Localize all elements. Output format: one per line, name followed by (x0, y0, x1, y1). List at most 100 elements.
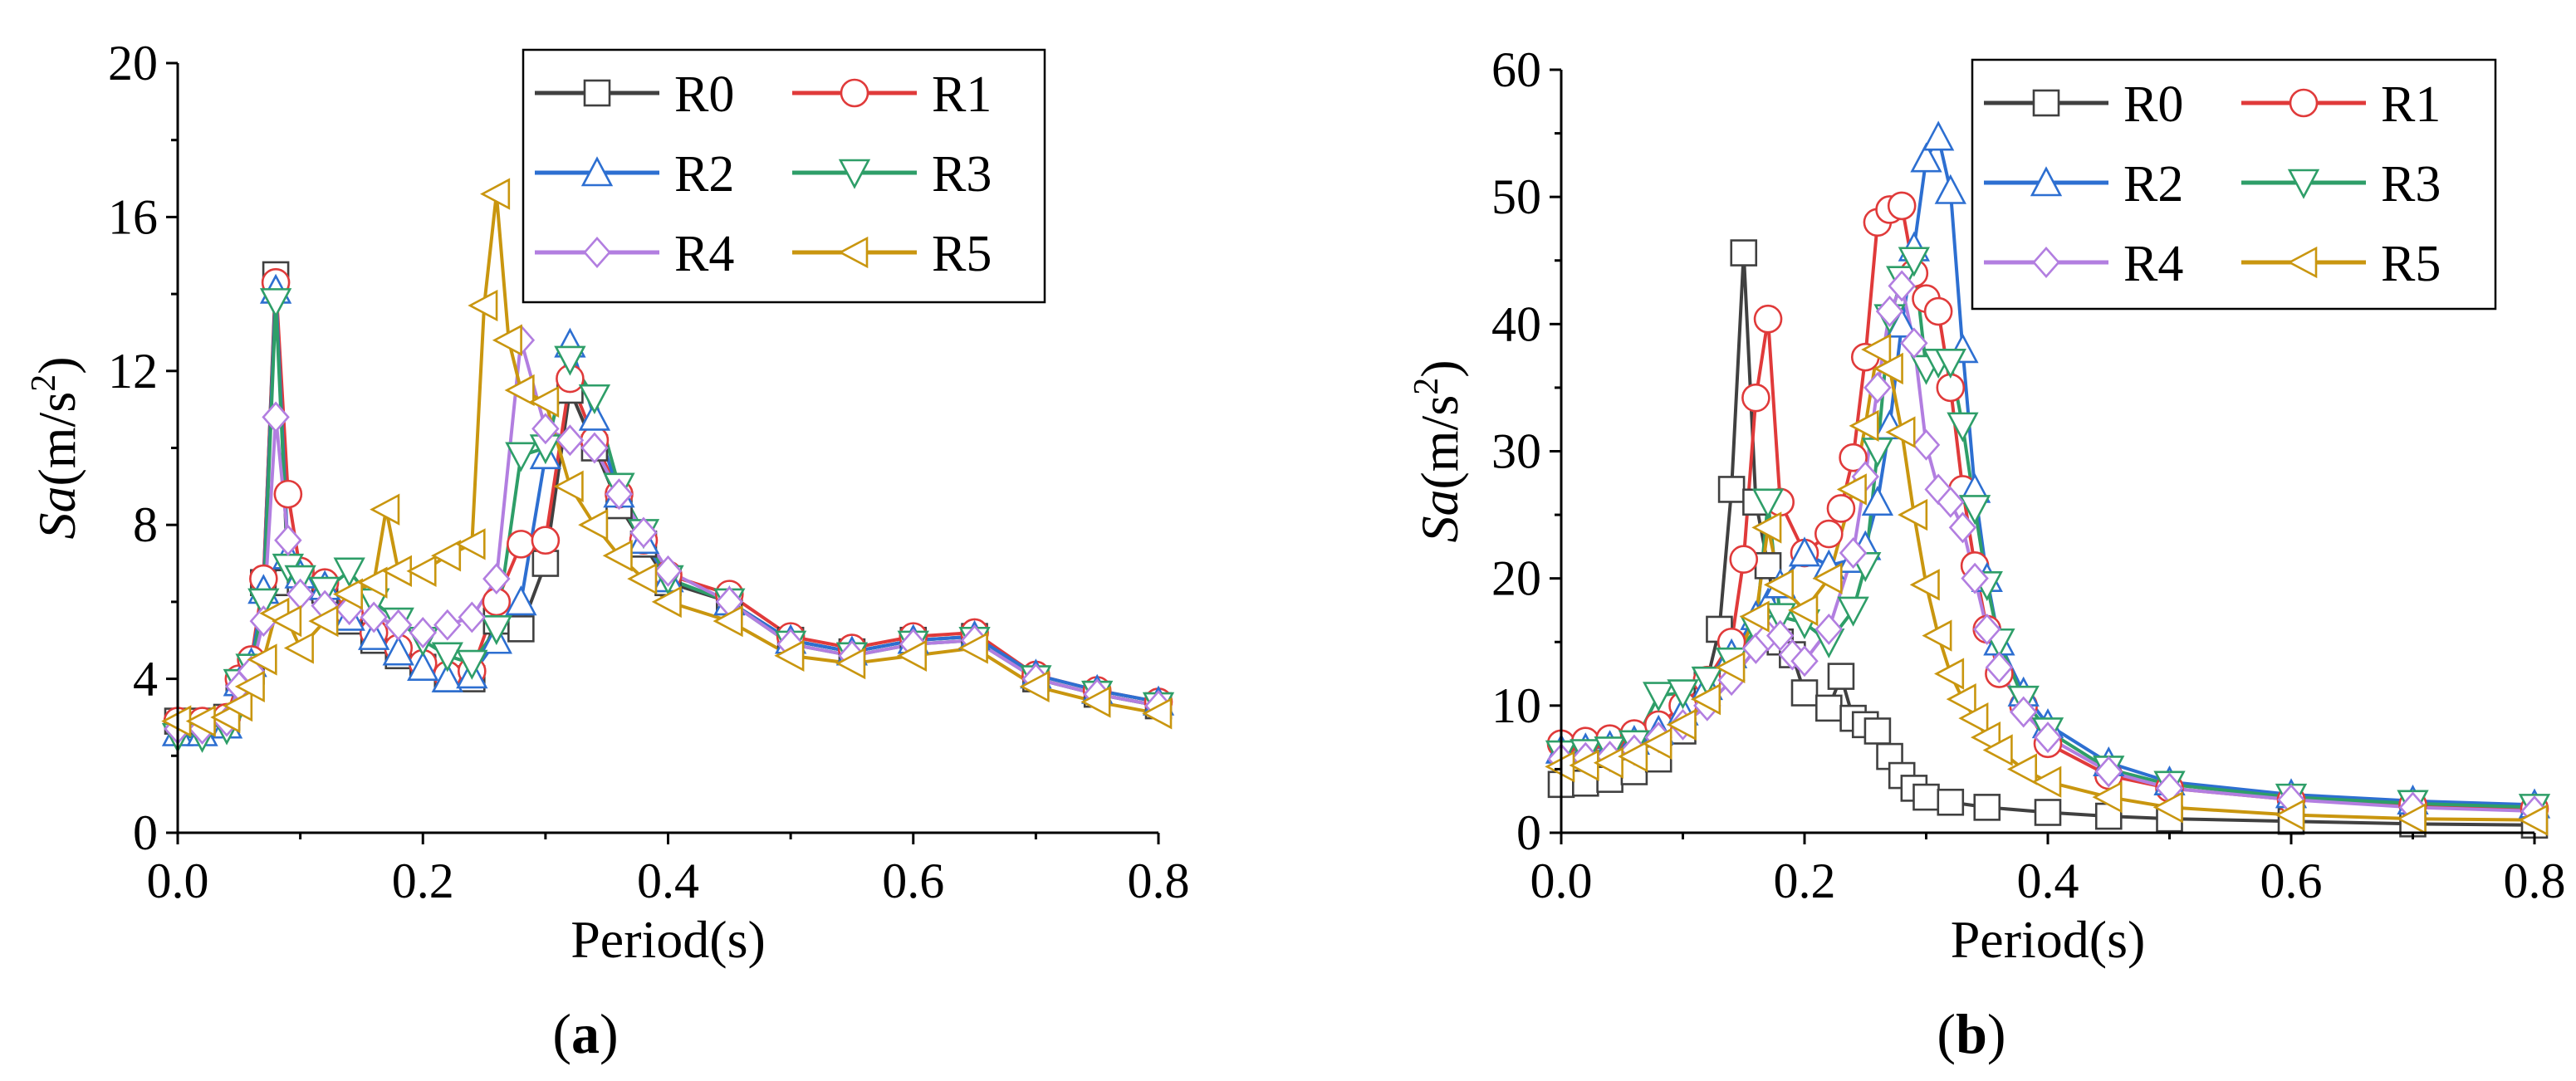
data-point (1887, 191, 1917, 221)
y-axis-title-var: Sa (1410, 490, 1469, 543)
x-tick-label: 0.4 (637, 854, 699, 908)
data-point (1934, 348, 1966, 379)
data-point (1958, 702, 1989, 735)
axes: 0 10 20 30 40 50 60 0.0 0.2 0.4 0.6 0.8 (1491, 42, 2566, 908)
data-point (370, 493, 400, 526)
data-point (480, 178, 511, 210)
data-point (431, 540, 462, 572)
data-point (1934, 658, 1965, 690)
y-tick-label: 50 (1491, 169, 1541, 224)
legend-marker-R2 (580, 156, 614, 187)
data-point (1739, 600, 1770, 633)
data-point (1934, 174, 1966, 204)
data-point (713, 604, 743, 638)
x-axis-title: Period(s) (1951, 910, 2146, 969)
panel-label: (a) (552, 1002, 618, 1065)
data-point (651, 585, 682, 619)
legend-marker-R5 (838, 236, 869, 269)
data-point (2034, 721, 2062, 754)
markers-R4 (1547, 270, 2549, 827)
data-point (382, 635, 414, 666)
data-point (2094, 756, 2123, 788)
y-axis-title-exp: 2 (25, 374, 63, 392)
data-point (458, 601, 487, 633)
data-point (1729, 545, 1759, 574)
data-point (283, 632, 314, 664)
data-point (358, 619, 390, 650)
data-point (1741, 383, 1770, 413)
data-point (1910, 142, 1942, 173)
data-point (1923, 296, 1953, 326)
data-point (774, 639, 805, 672)
data-point (605, 478, 634, 511)
data-point (1836, 473, 1867, 506)
data-point (1691, 666, 1723, 697)
data-point (1569, 749, 1599, 781)
series-R0 (178, 272, 1159, 723)
data-point (896, 639, 928, 672)
y-axis-title-close: ) (1410, 360, 1469, 377)
data-point (578, 384, 611, 415)
markers-R2 (161, 273, 1175, 746)
data-point (1765, 619, 1795, 652)
data-point (1751, 488, 1785, 519)
data-point (234, 670, 265, 703)
y-tick-label: 8 (133, 497, 158, 552)
data-point (1861, 485, 1894, 516)
data-point (554, 345, 586, 376)
series-R1 (178, 281, 1159, 723)
markers-R3 (161, 288, 1175, 753)
data-point (1875, 296, 1904, 327)
data-point (580, 432, 609, 464)
y-axis-title-close: ) (27, 356, 86, 374)
data-point (1753, 304, 1783, 334)
x-tick-label: 0.0 (1530, 854, 1593, 908)
data-point (2094, 802, 2123, 830)
data-point (2034, 799, 2062, 826)
legend-marker-R2 (2030, 166, 2063, 197)
legend-marker-R1 (840, 78, 869, 108)
data-point (505, 442, 537, 472)
data-point (1898, 247, 1931, 277)
data-point (1080, 686, 1111, 718)
data-point (1947, 412, 1979, 443)
data-point (1961, 562, 1989, 594)
legend-marker-R4 (2032, 247, 2060, 278)
data-point (433, 609, 462, 641)
data-point (1666, 708, 1697, 741)
legend-marker-R4 (583, 237, 611, 268)
x-axis-title: Period(s) (571, 910, 766, 969)
data-point (1922, 120, 1955, 151)
legend-marker-R3 (2287, 169, 2320, 199)
data-point (531, 413, 560, 445)
data-point (1691, 683, 1721, 716)
data-point (1751, 511, 1782, 544)
data-point (553, 470, 584, 503)
panel-label: (b) (1937, 1002, 2005, 1065)
data-point (247, 643, 277, 676)
legend-label-R5: R5 (2381, 236, 2441, 292)
axes: 0 4 8 12 16 20 0.0 0.2 0.4 0.6 0.8 (108, 36, 1190, 908)
legend-label-R5: R5 (932, 226, 992, 282)
data-point (332, 578, 363, 610)
data-point (1873, 352, 1903, 385)
data-point (273, 479, 303, 509)
legend: R0 R1 R2 R3 R4 R5 (1971, 58, 2497, 311)
data-point (2006, 753, 2037, 785)
data-point (2518, 804, 2549, 836)
data-point (1973, 613, 2001, 645)
data-point (1764, 603, 1796, 633)
y-axis-title: Sa(m/s2) (25, 356, 86, 539)
data-point (1922, 619, 1952, 652)
data-point (1814, 613, 1844, 645)
data-point (1790, 679, 1819, 707)
y-tick-label: 60 (1491, 42, 1541, 97)
data-point (531, 526, 561, 555)
panel-label-letter: b (1956, 1002, 1987, 1065)
data-point (431, 662, 463, 692)
legend-marker-R0 (583, 79, 611, 107)
data-point (1937, 486, 1965, 518)
data-point (1826, 494, 1856, 523)
